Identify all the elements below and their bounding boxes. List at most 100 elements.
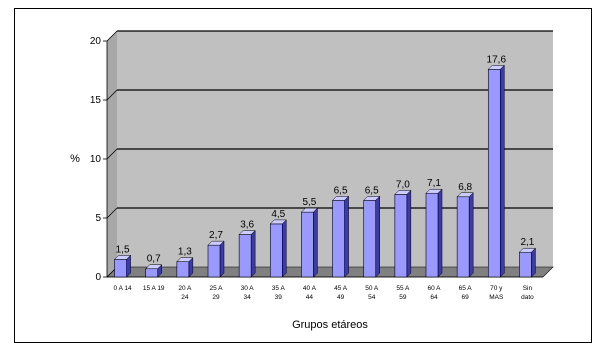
category-label: 24 bbox=[181, 294, 189, 301]
x-axis-title: Grupos etáreos bbox=[292, 319, 368, 331]
bar bbox=[269, 219, 287, 278]
category-labels: 0 A 14 15 A 19 20 A 24 25 A 29 30 A 34 35 A 39 40 … bbox=[114, 285, 535, 301]
bar bbox=[518, 247, 537, 278]
bar-side bbox=[219, 240, 225, 278]
bar bbox=[238, 229, 256, 278]
bar-top bbox=[394, 190, 412, 195]
bar-top bbox=[456, 192, 474, 198]
category-label: dato bbox=[521, 294, 534, 301]
bar-top bbox=[425, 188, 443, 194]
category-label: 35 A bbox=[272, 285, 286, 292]
category-label: 40 A bbox=[303, 285, 317, 292]
bar-side bbox=[375, 195, 380, 278]
data-label: 2,1 bbox=[520, 237, 534, 248]
category-label: 60 A bbox=[427, 285, 441, 292]
data-label: 0,7 bbox=[147, 254, 161, 265]
data-label: 3,6 bbox=[240, 220, 254, 231]
plot-floor bbox=[106, 266, 554, 278]
bar-top bbox=[269, 219, 287, 225]
bars bbox=[113, 64, 537, 278]
bar bbox=[176, 257, 194, 278]
data-label: 7,1 bbox=[427, 178, 441, 189]
bar-side bbox=[531, 247, 536, 278]
bar-front bbox=[425, 192, 439, 278]
category-label: 55 A bbox=[396, 285, 410, 292]
y-tick-label: 15 bbox=[90, 95, 102, 106]
bar-side bbox=[406, 189, 412, 278]
y-tick-label: 5 bbox=[95, 213, 101, 224]
data-label: 17,6 bbox=[487, 54, 507, 65]
category-label: 34 bbox=[244, 294, 252, 301]
category-label: 54 bbox=[368, 294, 376, 301]
bar bbox=[394, 189, 412, 278]
gridline-diag bbox=[106, 207, 118, 219]
bar-front bbox=[301, 211, 314, 278]
bar bbox=[207, 240, 225, 278]
gridlines bbox=[103, 30, 553, 278]
bar-front bbox=[145, 268, 159, 278]
bar-front bbox=[207, 244, 221, 278]
bar-top bbox=[207, 240, 225, 246]
data-label: 6,8 bbox=[458, 182, 472, 193]
category-label: 49 bbox=[337, 294, 345, 301]
gridline-diag bbox=[106, 30, 118, 42]
bar-top bbox=[113, 255, 132, 260]
bar-front bbox=[394, 194, 408, 278]
bar-side bbox=[282, 219, 287, 278]
bar bbox=[331, 195, 350, 278]
bar bbox=[300, 207, 319, 278]
category-label: 65 A bbox=[459, 285, 473, 292]
y-tick-label: 0 bbox=[95, 272, 101, 283]
data-label: 2,7 bbox=[209, 230, 223, 241]
category-label: 20 A bbox=[178, 285, 192, 292]
bar bbox=[425, 188, 443, 278]
bar bbox=[113, 254, 132, 278]
bar bbox=[487, 64, 505, 278]
data-label: 4,5 bbox=[271, 209, 285, 220]
category-label: 70 y bbox=[490, 285, 503, 292]
plot-back-wall bbox=[107, 31, 553, 277]
data-label: 6,5 bbox=[334, 185, 348, 196]
bar-top bbox=[363, 196, 381, 201]
y-tick-labels: 0 5 10 15 20 bbox=[90, 36, 102, 283]
category-label: 25 A bbox=[209, 285, 223, 292]
category-label: 30 A bbox=[241, 285, 255, 292]
bar-top bbox=[238, 230, 256, 235]
chart-frame: 0 5 10 15 20 1,5 0,7 1,3 2,7 3,6 4,5 5,5 6,5 6,5 7,0 7… bbox=[14, 8, 592, 343]
category-label: MAS bbox=[489, 294, 504, 301]
bar bbox=[145, 264, 163, 278]
bar-top bbox=[487, 65, 505, 70]
bar-front bbox=[332, 200, 345, 278]
category-label: 44 bbox=[306, 294, 314, 301]
bar-front bbox=[487, 69, 501, 278]
data-label: 1,3 bbox=[178, 247, 192, 258]
category-label: 45 A bbox=[334, 285, 348, 292]
bar bbox=[456, 192, 474, 278]
category-label: 59 bbox=[399, 294, 407, 301]
bar-top bbox=[518, 247, 537, 253]
data-labels: 1,5 0,7 1,3 2,7 3,6 4,5 5,5 6,5 6,5 7,0 7,1 6,8 17,6… bbox=[116, 54, 535, 264]
bar-front bbox=[238, 234, 252, 278]
bar-front bbox=[456, 196, 470, 278]
bar-side bbox=[344, 195, 349, 278]
bar-front bbox=[176, 261, 190, 278]
bar-front bbox=[114, 259, 127, 278]
bar-front bbox=[363, 200, 377, 278]
category-label: 15 A 19 bbox=[143, 285, 165, 292]
category-label: 69 bbox=[462, 294, 470, 301]
bar-side bbox=[468, 192, 474, 278]
gridline-diag bbox=[106, 148, 118, 160]
gridline-diag bbox=[106, 89, 118, 101]
bar-top bbox=[145, 264, 163, 269]
data-label: 7,0 bbox=[396, 179, 410, 190]
bar-front bbox=[519, 251, 532, 278]
data-label: 6,5 bbox=[365, 185, 379, 196]
category-label: 39 bbox=[275, 294, 283, 301]
category-label: 29 bbox=[212, 294, 220, 301]
data-label: 5,5 bbox=[302, 197, 316, 208]
y-tick-label: 20 bbox=[90, 36, 102, 47]
bar-chart: 0 5 10 15 20 1,5 0,7 1,3 2,7 3,6 4,5 5,5 6,5 6,5 7,0 7… bbox=[70, 30, 554, 331]
data-label: 1,5 bbox=[116, 244, 130, 255]
y-tick-label: 10 bbox=[90, 154, 102, 165]
category-label: 64 bbox=[430, 294, 438, 301]
